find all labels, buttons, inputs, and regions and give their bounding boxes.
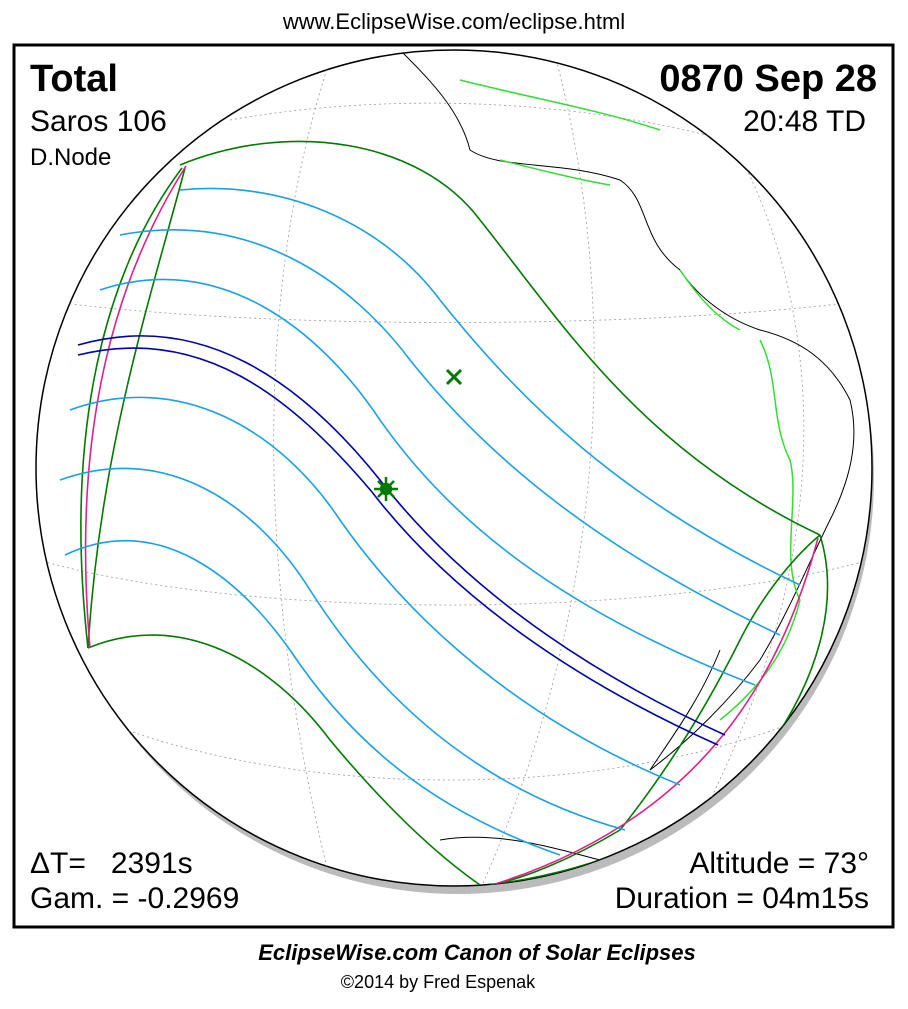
- node: D.Node: [30, 144, 111, 171]
- globe: [35, 49, 873, 887]
- saros: Saros 106: [30, 105, 167, 138]
- header-url: www.EclipseWise.com/eclipse.html: [282, 9, 625, 34]
- borders: [459, 79, 801, 721]
- duration: Duration = 04m15s: [615, 882, 869, 915]
- delta-t: ΔT= 2391s: [30, 847, 193, 880]
- eclipse-time: 20:48 TD: [743, 105, 866, 138]
- footer-title: EclipseWise.com Canon of Solar Eclipses: [258, 940, 696, 965]
- magnitude-lines: [59, 187, 801, 856]
- sub-solar-marker: [445, 368, 463, 386]
- graticule: [37, 54, 871, 886]
- altitude: Altitude = 73°: [689, 847, 869, 880]
- eclipse-date: 0870 Sep 28: [659, 58, 877, 100]
- globe-contents: [37, 50, 871, 886]
- footer-copyright: ©2014 by Fred Espenak: [341, 972, 536, 992]
- totality-path: [77, 335, 726, 746]
- eclipse-type: Total: [30, 58, 118, 100]
- rise-set-curves: [84, 165, 819, 886]
- greatest-eclipse-marker: [374, 477, 398, 501]
- gamma: Gam. = -0.2969: [30, 882, 239, 915]
